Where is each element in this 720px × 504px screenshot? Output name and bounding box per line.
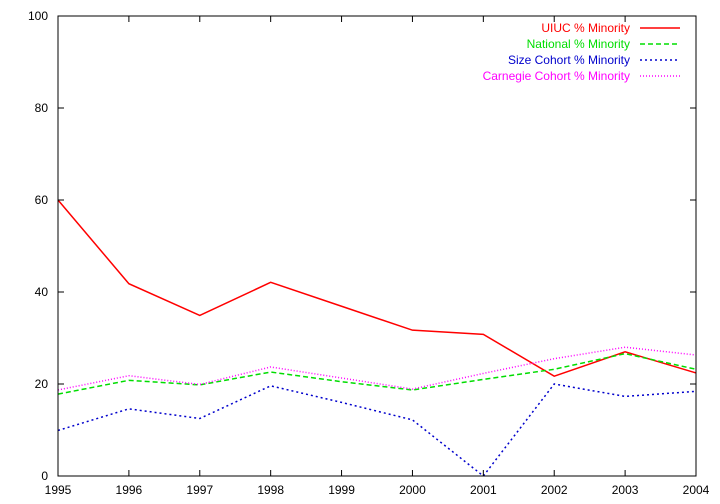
legend-label: National % Minority [527,37,630,51]
y-tick-label: 80 [35,101,49,115]
legend: UIUC % Minority National % Minority Size C… [483,21,680,83]
x-tick-label: 1999 [328,483,355,497]
x-tick-label: 2000 [399,483,426,497]
legend-label: Carnegie Cohort % Minority [483,69,630,83]
legend-label: Size Cohort % Minority [508,53,630,67]
y-tick-label: 20 [35,377,49,391]
axes: 1995 1996 1997 1998 1999 2000 2001 2002 2003 2004… [28,9,710,497]
series-line-1 [57,199,697,378]
x-tick-label: 1996 [116,483,143,497]
x-tick-label: 2002 [541,483,568,497]
legend-label: UIUC % Minority [541,21,630,35]
series-line-4 [57,346,697,391]
x-tick-label: 1998 [257,483,284,497]
x-tick-label: 1995 [45,483,72,497]
x-tick-label: 1997 [186,483,213,497]
x-tick-label: 2003 [612,483,639,497]
x-tick-label: 2001 [470,483,497,497]
y-tick-label: 0 [41,469,48,483]
x-tick-label: 2004 [683,483,710,497]
plot-area [57,199,697,478]
y-tick-label: 40 [35,285,49,299]
y-tick-label: 60 [35,193,49,207]
y-tick-label: 100 [28,9,48,23]
plot-frame [57,15,697,477]
series-line-2 [57,352,697,395]
